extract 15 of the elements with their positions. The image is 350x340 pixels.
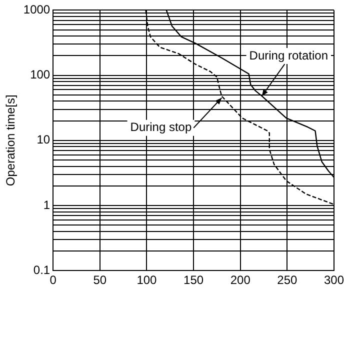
x-tick-label: 250	[277, 273, 298, 288]
y-tick-label: 1	[43, 198, 50, 212]
x-tick-label: 200	[230, 273, 251, 288]
y-tick-label: 10	[36, 132, 50, 147]
x-tick-label: 300	[324, 273, 344, 288]
x-tick-label: 50	[93, 273, 107, 288]
x-tick-label: 0	[50, 273, 57, 288]
y-axis-title: Operation time[s]	[4, 94, 18, 186]
x-tick-label: 150	[184, 273, 204, 288]
x-tick-label: 100	[136, 273, 158, 288]
y-tick-label: 1000	[23, 2, 50, 17]
annotation: During stop	[130, 120, 192, 134]
y-tick-label: 100	[30, 68, 50, 82]
y-tick-label: 0.1	[33, 262, 50, 277]
annotation: During rotation	[249, 48, 328, 62]
